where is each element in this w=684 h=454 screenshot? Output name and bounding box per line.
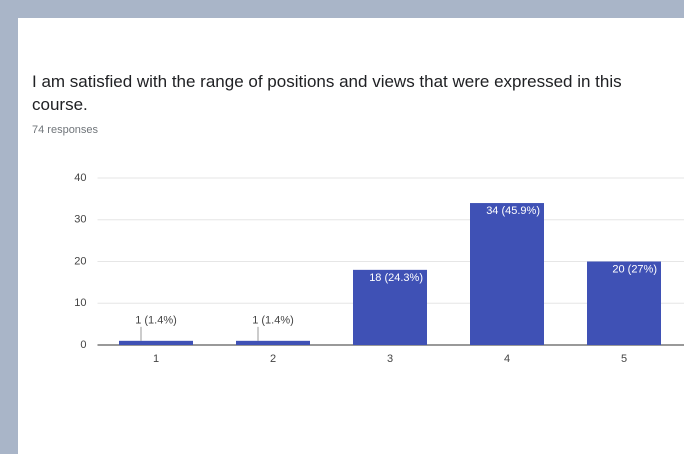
data-label: 34 (45.9%) (486, 205, 540, 217)
question-title: I am satisfied with the range of positio… (32, 72, 622, 114)
x-tick-label: 5 (621, 353, 627, 365)
bar (470, 203, 544, 345)
y-tick-label: 0 (80, 339, 86, 351)
y-tick-label: 10 (74, 297, 86, 309)
data-label: 1 (1.4%) (135, 315, 177, 327)
data-label: 18 (24.3%) (369, 272, 423, 284)
x-tick-label: 4 (504, 353, 510, 365)
x-tick-label: 1 (153, 353, 159, 365)
bar (353, 269, 427, 345)
y-tick-label: 20 (74, 255, 86, 267)
card: I am satisfied with the range of positio… (18, 18, 684, 454)
y-tick-label: 30 (74, 214, 86, 226)
x-tick-label: 2 (270, 353, 276, 365)
bar (236, 340, 310, 345)
y-tick-label: 40 (74, 172, 86, 184)
data-label: 20 (27%) (612, 263, 657, 275)
bar (587, 261, 661, 345)
bar (119, 340, 193, 345)
response-count: 74 responses (32, 124, 99, 136)
data-label: 1 (1.4%) (252, 315, 294, 327)
x-tick-label: 3 (387, 353, 393, 365)
